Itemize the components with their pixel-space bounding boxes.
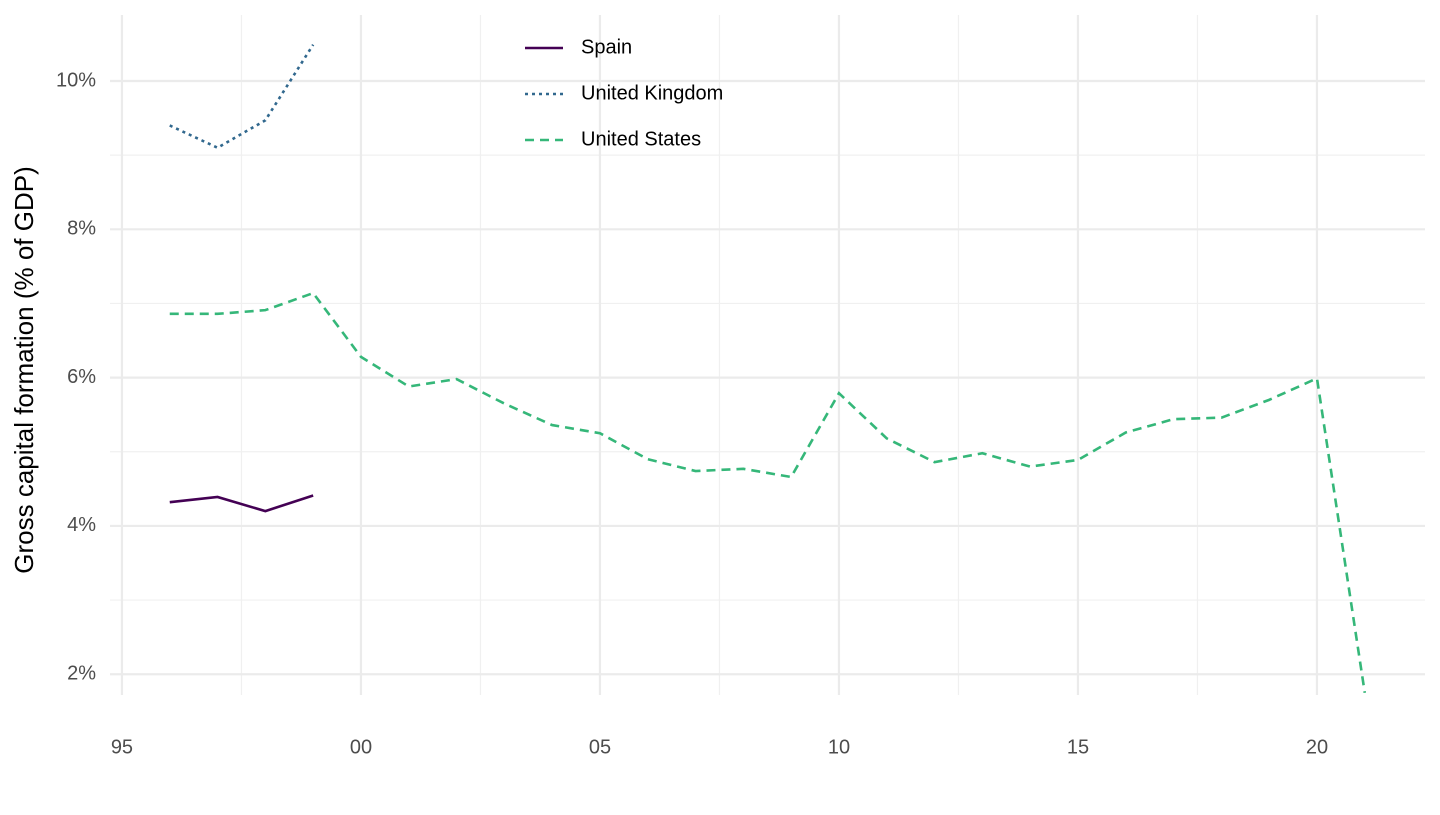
legend-label: Spain (581, 36, 632, 58)
legend-label: United States (581, 128, 701, 150)
y-tick-label: 2% (67, 663, 96, 685)
x-tick-label: 05 (589, 736, 611, 758)
y-axis-label: Gross capital formation (% of GDP) (9, 166, 39, 573)
y-tick-label: 6% (67, 366, 96, 388)
x-tick-label: 10 (828, 736, 850, 758)
legend: Spain United Kingdom United States (525, 36, 723, 150)
series-line (169, 291, 1367, 693)
x-tick-label: 00 (350, 736, 372, 758)
x-tick-label: 95 (111, 736, 133, 758)
x-tick-label: 20 (1306, 736, 1328, 758)
y-tick-label: 8% (67, 218, 96, 240)
grid: 2% 4% 6% 8% 10% 95 00 05 10 15 20 (56, 15, 1425, 758)
series-line (169, 494, 314, 513)
lines (169, 43, 1367, 693)
y-tick-label: 10% (56, 69, 96, 91)
x-tick-label: 15 (1067, 736, 1089, 758)
legend-label: United Kingdom (581, 82, 723, 104)
y-tick-label: 4% (67, 514, 96, 536)
